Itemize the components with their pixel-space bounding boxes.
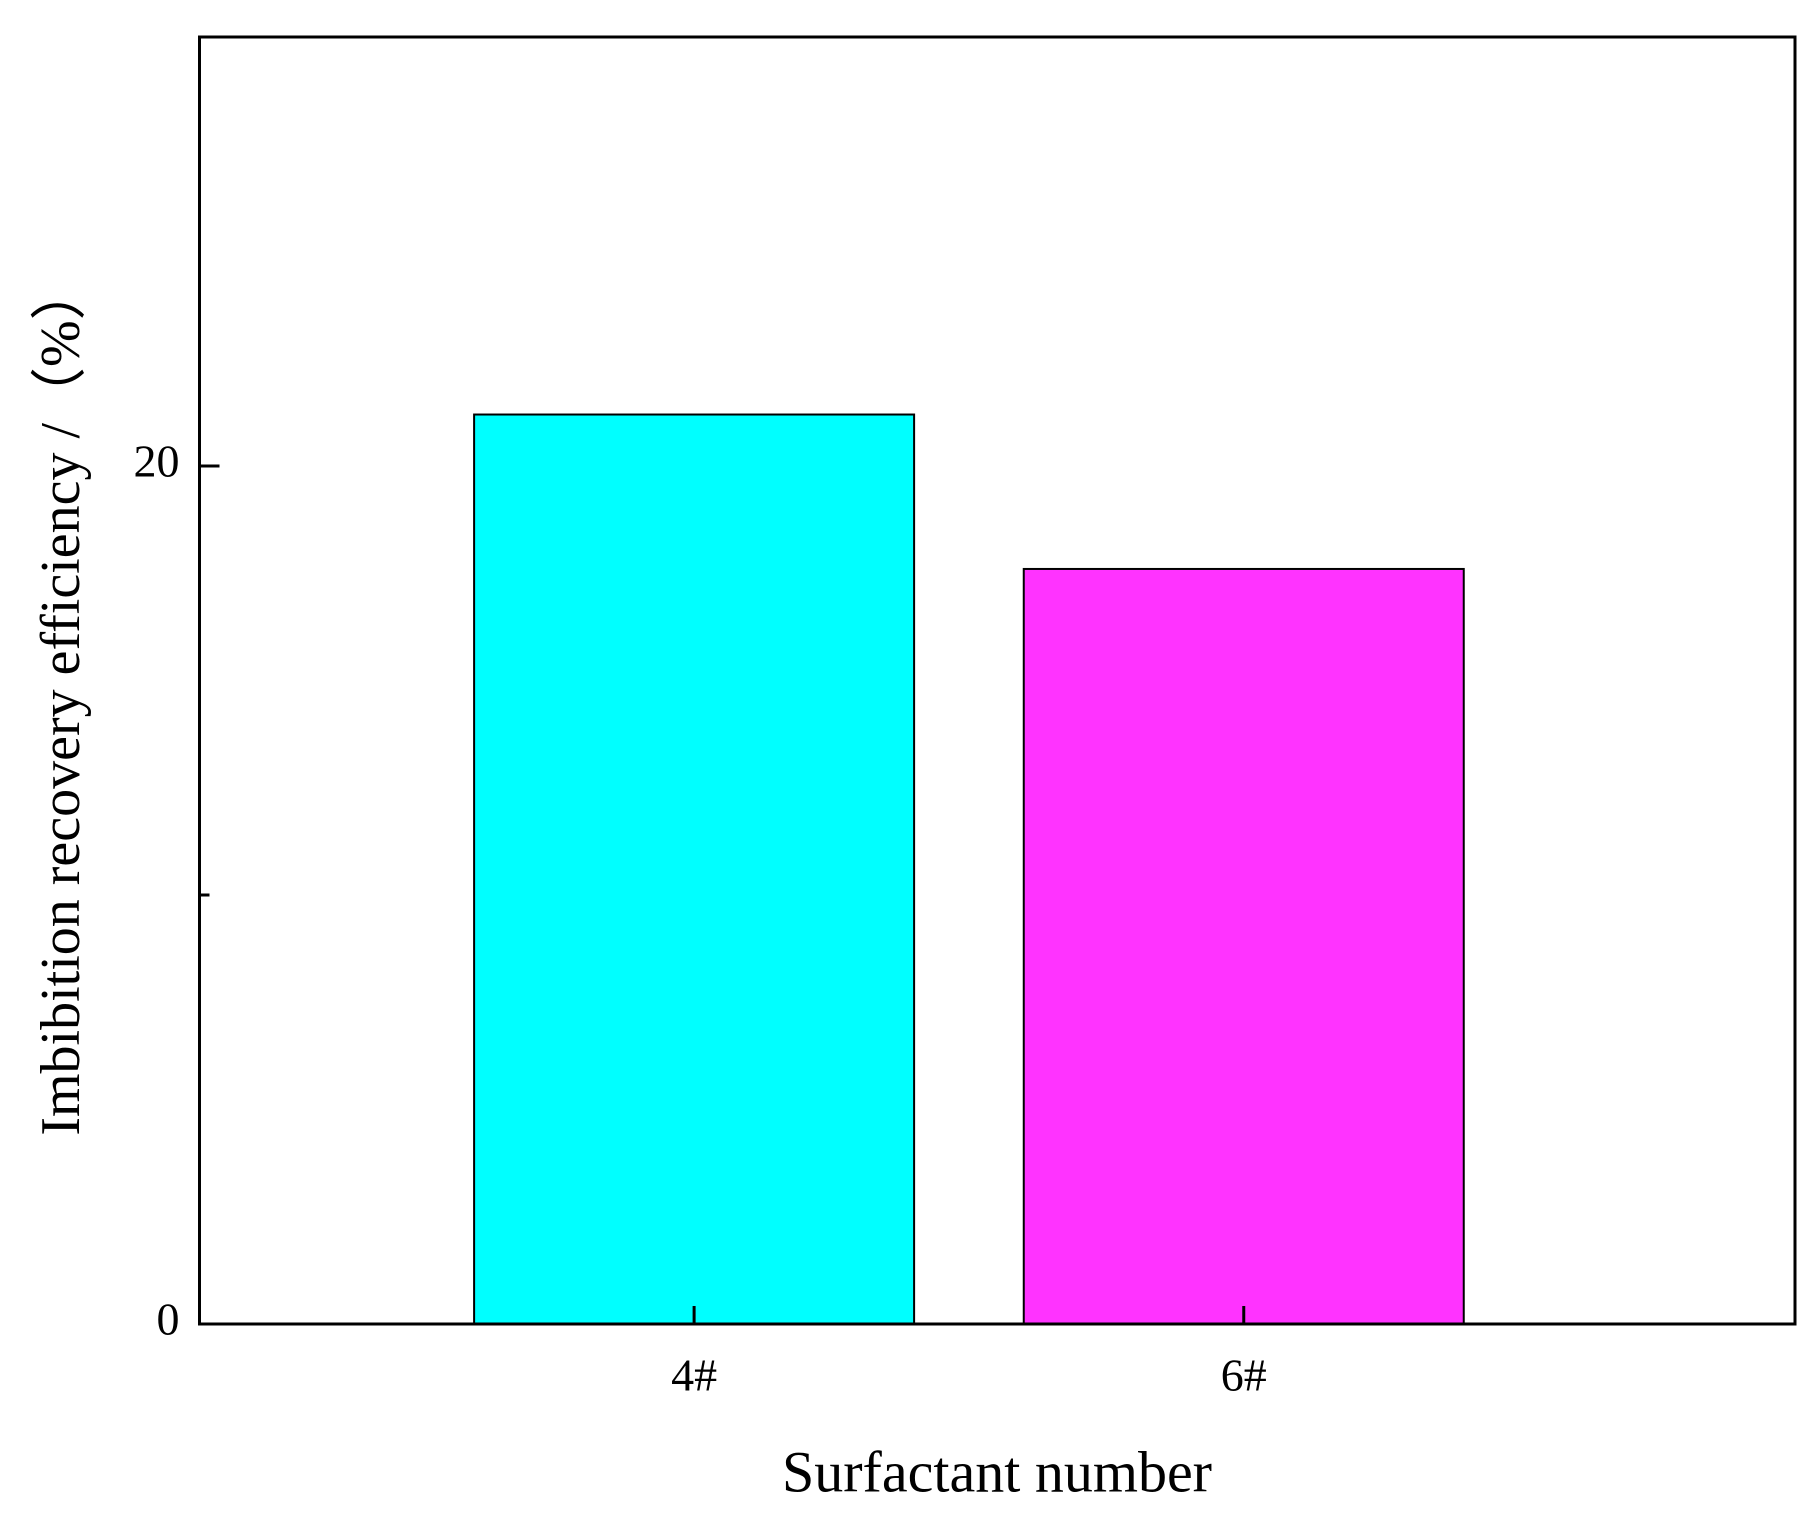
bar bbox=[473, 413, 916, 1325]
bar bbox=[1022, 567, 1465, 1325]
x-tick-label: 4# bbox=[671, 1350, 717, 1401]
y-tick-label: 20 bbox=[134, 436, 180, 487]
plot-frame bbox=[198, 35, 1797, 1326]
x-tick-label: 6# bbox=[1221, 1350, 1267, 1401]
x-axis-title: Surfactant number bbox=[782, 1439, 1212, 1504]
y-axis-title: Imbibition recovery efficiency /（%） bbox=[30, 264, 92, 1135]
y-tick-label: 0 bbox=[157, 1294, 180, 1345]
